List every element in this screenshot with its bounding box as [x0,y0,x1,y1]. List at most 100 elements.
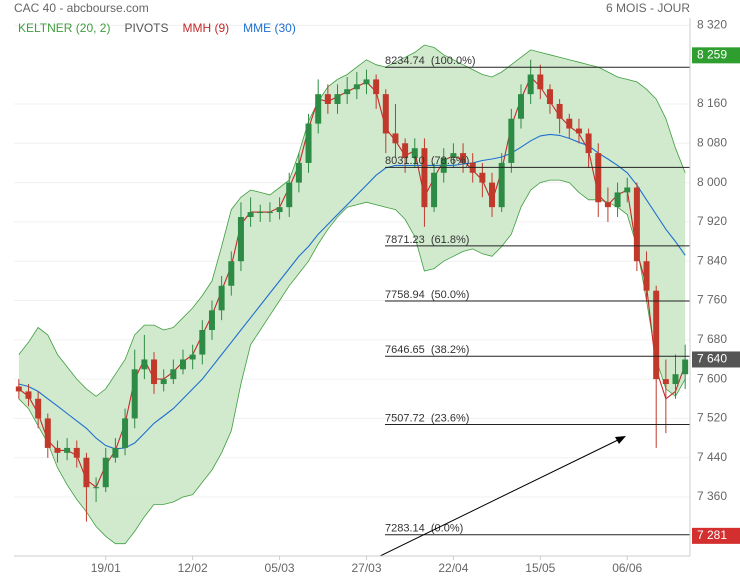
candle-body [170,369,177,380]
fibonacci: 8234.74 (100.0%) 8031.10 (78.6%) 7871.23 (… [385,55,690,536]
fib-label: 7283.14 (0.0%) [385,523,463,535]
candle-body [633,187,640,262]
candle-body [585,133,592,154]
candle-body [421,148,428,208]
candle-body [402,143,409,159]
candle-body [672,374,679,385]
fib-label: 7646.65 (38.2%) [385,344,469,356]
candle-body [595,153,602,203]
candle-body [624,187,631,193]
candle-body [334,94,341,104]
price-badge [692,47,740,64]
candle-body [498,162,505,208]
legend-entry: MME (30) [243,21,296,35]
price-badge-label: 7 281 [697,528,727,542]
fib-label: 8031.10 (78.6%) [385,155,469,167]
candle-body [662,379,669,385]
y-tick-label: 8 000 [697,175,727,189]
legend-entry: MMH (9) [183,21,230,35]
mmh-line [18,76,686,489]
y-tick-label: 7 360 [697,489,727,503]
x-tick-label: 22/04 [438,561,468,575]
candle-body [527,74,534,95]
candle-body [83,457,90,488]
indicator-lines [18,76,686,489]
candle-body [276,207,283,213]
candle-body [411,148,418,159]
mme-line [18,133,686,450]
x-tick-label: 12/02 [178,561,208,575]
candle-body [469,162,476,173]
candle-body [353,84,360,90]
candle-body [257,212,264,214]
candle-body [208,310,215,330]
keltner-upper [18,44,686,397]
candle-body [614,192,621,208]
x-tick-label: 15/05 [525,561,555,575]
candle-body [556,103,563,119]
candle-body [450,153,457,159]
candle-body [228,261,235,286]
candle-body [392,133,399,144]
candle-body [682,359,689,375]
candle-body [315,94,322,124]
candle-body [35,398,42,419]
candle-body [44,418,51,448]
candle-body [160,379,167,385]
y-tick-label: 8 320 [697,18,727,32]
candle-body [382,94,389,134]
candle-body [93,487,100,489]
y-tick-label: 7 760 [697,293,727,307]
y-tick-label: 7 680 [697,332,727,346]
y-tick-label: 7 920 [697,214,727,228]
candle-body [440,158,447,173]
pivot-arrow-head [615,436,626,444]
candle-body [266,212,273,214]
candle-body [431,172,438,208]
pivot-arrow [379,438,621,557]
candle-body [141,359,148,370]
fib-label: 7758.94 (50.0%) [385,289,469,301]
candle-body [64,447,71,453]
candle-body [295,162,302,183]
candle-body [479,172,486,183]
y-tick-label: 7 440 [697,450,727,464]
candle-body [518,94,524,119]
candle-body [247,212,254,217]
candle-body [604,202,611,208]
candle-body [537,74,544,90]
candle-body [546,89,553,104]
candle-body [218,285,225,311]
x-tick-label: 27/03 [351,561,381,575]
price-badge-label: 8 259 [697,48,727,62]
y-tick-label: 7 840 [697,253,727,267]
fib-label: 8234.74 (100.0%) [385,55,476,67]
candle-body [112,447,119,458]
candle-body [25,391,32,399]
candle-body [73,447,80,458]
keltner-lower [18,179,686,545]
chart-title: CAC 40 - abcbourse.com [14,1,149,15]
candle-body [54,447,61,453]
candle-body [653,290,660,380]
candle-body [151,359,158,385]
candle-body [102,457,109,488]
keltner-band [18,44,686,545]
legend-entry: KELTNER (20, 2) [18,21,110,35]
x-tick-label: 06/06 [612,561,642,575]
candles [15,59,689,522]
keltner-fill [18,45,686,544]
y-tick-label: 7 520 [697,411,727,425]
y-tick-label: 7 600 [697,371,727,385]
candle-body [15,386,22,392]
candle-body [286,182,293,208]
axis-labels: 8 320 8 160 8 080 8 000 7 920 7 840 7 760 7 680… [91,18,740,575]
candle-body [324,94,331,104]
candle-body [180,359,186,370]
price-badge [692,527,740,544]
legend-entry: PIVOTS [124,21,168,35]
candle-body [189,354,196,360]
candle-body [460,153,467,163]
candle-body [122,418,129,448]
